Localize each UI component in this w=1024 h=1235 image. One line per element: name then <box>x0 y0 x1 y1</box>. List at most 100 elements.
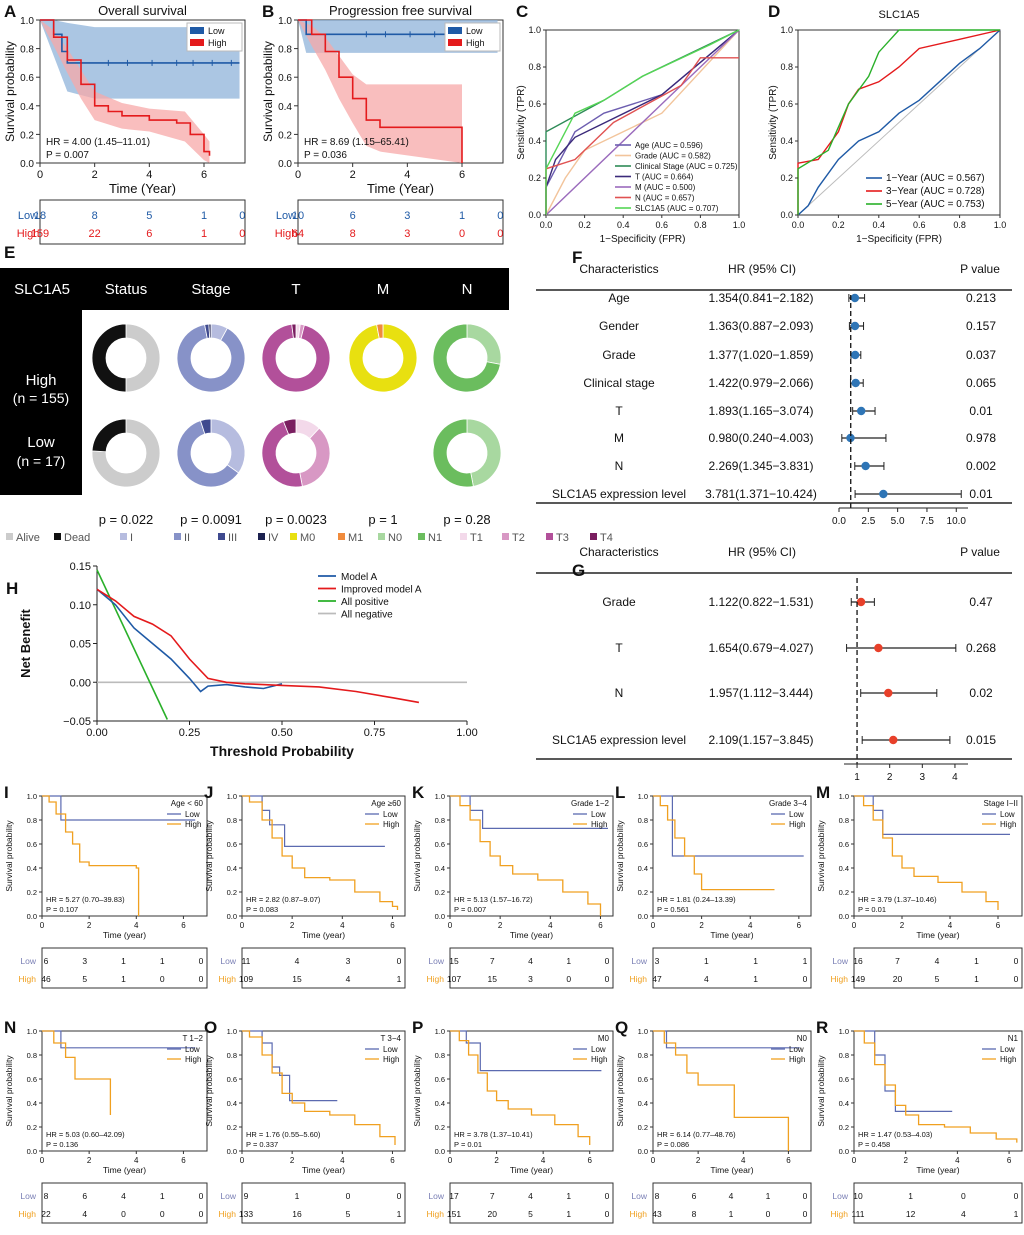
risk-row-label: High <box>275 228 298 240</box>
x-tick-label: 4 <box>548 921 553 930</box>
risk-table: Low High 16 149 7 20 4 5 1 1 0 0 <box>831 947 1023 989</box>
row-hr: 1.893(1.165−3.074) <box>708 404 813 418</box>
x-tick-label: 0.25 <box>179 727 200 739</box>
x-axis-label: Time (year) <box>916 1165 959 1175</box>
risk-table-frame <box>652 947 812 989</box>
legend-swatch <box>418 533 425 540</box>
legend-label: Alive <box>16 532 40 544</box>
risk-count: 0 <box>605 1209 610 1219</box>
panel-letter: B <box>262 2 274 21</box>
row-label: N <box>615 686 624 700</box>
x-tick-label: 0.0 <box>792 220 805 230</box>
risk-row-label: Low <box>631 1191 647 1201</box>
risk-count: 11 <box>242 956 251 966</box>
row-pvalue: 0.002 <box>966 459 996 473</box>
risk-count: 0 <box>803 974 808 984</box>
risk-count: 1 <box>766 1191 771 1201</box>
legend-label: N0 <box>388 532 402 544</box>
row-pvalue: 0.213 <box>966 291 996 305</box>
column-header: Characteristics <box>579 262 658 276</box>
risk-row-label: High <box>427 974 445 984</box>
risk-count: 0 <box>605 974 610 984</box>
y-tick-label: 0.6 <box>780 99 793 109</box>
x-tick-label: 0 <box>651 921 656 930</box>
column-header: HR (95% CI) <box>728 545 796 559</box>
legend-label: M0 <box>300 532 315 544</box>
x-tick-label: 0.6 <box>913 220 926 230</box>
x-tick-label: 0.8 <box>694 220 707 230</box>
risk-count: 4 <box>295 956 300 966</box>
hr-point <box>889 735 898 745</box>
risk-count: 15 <box>449 956 459 966</box>
chart-title: Progression free survival <box>329 3 472 18</box>
risk-count: 8 <box>92 210 98 222</box>
x-tick-label: 6 <box>996 921 1001 930</box>
column-header: Characteristics <box>579 545 658 559</box>
chart-title: T 1−2 <box>182 1034 203 1043</box>
hr-point <box>850 321 860 331</box>
panel-letter: K <box>412 783 425 802</box>
risk-count: 1 <box>397 974 402 984</box>
y-axis-label: Net Benefit <box>18 609 33 678</box>
risk-count: 16 <box>853 956 863 966</box>
group-label: High <box>26 372 57 389</box>
risk-count: 0 <box>160 1209 165 1219</box>
y-axis-label: Survival probability <box>412 820 422 892</box>
km-curve-high <box>653 1030 790 1151</box>
risk-count: 4 <box>528 1191 533 1201</box>
donut-slice <box>125 323 161 393</box>
x-tick-label: 2 <box>696 1156 701 1165</box>
y-tick-label: 0.8 <box>227 816 237 825</box>
y-tick-label: 0.2 <box>27 1123 37 1132</box>
km-curve-high <box>242 1030 396 1145</box>
y-axis-label: Survival probability <box>3 41 17 142</box>
group-label-column <box>0 310 82 495</box>
x-tick-label: 4 <box>404 169 410 181</box>
row-pvalue: 0.157 <box>966 319 996 333</box>
risk-count: 3 <box>82 956 87 966</box>
x-tick-label: 3 <box>920 772 926 783</box>
forest-panel-G: Characteristics HR (95% CI) P value Grade 1.… <box>536 545 1012 783</box>
y-tick-label: 0.2 <box>839 1123 849 1132</box>
risk-count: 5 <box>146 210 152 222</box>
y-tick-label: 0.10 <box>70 600 91 612</box>
legend-label: Clinical Stage (AUC = 0.725) <box>635 162 738 171</box>
donut-slice <box>199 418 212 435</box>
legend-label: Dead <box>64 532 90 544</box>
risk-count: 0 <box>766 1209 771 1219</box>
x-tick-label: 0.50 <box>271 727 292 739</box>
legend-label: High <box>591 820 607 829</box>
x-tick-label: 6 <box>181 921 186 930</box>
donut-slice <box>176 324 246 393</box>
risk-count: 0 <box>803 1191 808 1201</box>
y-axis-label: Sensitivity (TPR) <box>768 85 779 159</box>
panel-letter: J <box>204 783 213 802</box>
row-label: SLC1A5 expression level <box>552 733 686 747</box>
risk-count: 0 <box>459 228 465 240</box>
panel-letter: P <box>412 1018 423 1037</box>
y-tick-label: 0.6 <box>435 840 445 849</box>
x-tick-label: 4 <box>134 1156 139 1165</box>
hr-text: HR = 1.76 (0.55–5.60) <box>246 1130 321 1139</box>
p-value-text: P = 0.083 <box>246 905 278 914</box>
row-label: T <box>615 404 623 418</box>
risk-count: 3 <box>404 228 410 240</box>
legend-label: High <box>383 820 399 829</box>
x-tick-label: 6 <box>181 1156 186 1165</box>
legend-label: High <box>383 1055 399 1064</box>
risk-count: 0 <box>397 956 402 966</box>
risk-count: 1 <box>160 1191 165 1201</box>
risk-count: 109 <box>239 974 253 984</box>
donut-slice <box>91 323 127 393</box>
x-axis-label: Time (Year) <box>367 181 434 196</box>
x-tick-label: 0 <box>852 1156 857 1165</box>
risk-count: 0 <box>605 956 610 966</box>
p-value-text: P = 0.007 <box>454 905 486 914</box>
risk-count: 0 <box>605 1191 610 1201</box>
risk-row-label: High <box>831 974 849 984</box>
group-label: Low <box>27 434 55 451</box>
y-tick-label: 0.4 <box>839 1099 849 1108</box>
